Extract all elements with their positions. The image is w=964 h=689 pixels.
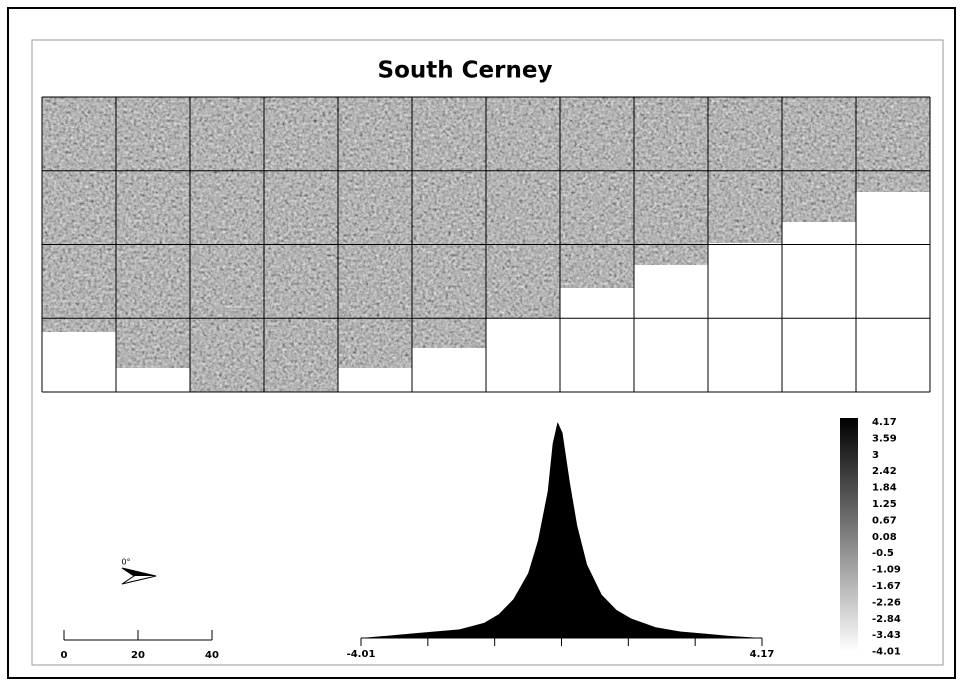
legend-label: 1.84 xyxy=(872,483,897,494)
legend-ramp xyxy=(840,418,858,652)
legend-label: 3.59 xyxy=(872,433,897,444)
legend-label: 3 xyxy=(872,450,879,461)
raster-texture xyxy=(708,97,783,243)
legend-label: 2.42 xyxy=(872,466,897,477)
scale-label: 20 xyxy=(131,650,145,661)
north-arrow-label: 0° xyxy=(121,558,130,567)
scale-bar xyxy=(64,630,212,640)
legend-label: -1.67 xyxy=(872,581,901,592)
raster-texture xyxy=(486,97,561,318)
raster-texture xyxy=(42,97,117,332)
scale-label: 40 xyxy=(205,650,219,661)
histogram-area xyxy=(361,422,762,638)
legend-label: 0.08 xyxy=(872,532,897,543)
legend-label: -0.5 xyxy=(872,548,894,559)
raster-texture xyxy=(634,97,709,265)
map-layout: South Cerney 0° 0 20 40 4.17 3.59 3 2.42 1.8… xyxy=(0,0,964,685)
map-title: South Cerney xyxy=(378,58,553,84)
raster-texture xyxy=(560,97,635,288)
raster-texture xyxy=(116,97,191,368)
legend-label: 4.17 xyxy=(872,417,897,428)
legend-label: -4.01 xyxy=(872,647,901,658)
north-arrow: 0° xyxy=(121,558,156,585)
legend-label: -2.84 xyxy=(872,614,901,625)
legend-label: -1.09 xyxy=(872,565,901,576)
legend-label: 0.67 xyxy=(872,515,897,526)
raster-texture xyxy=(412,97,487,348)
histogram: -4.01 4.17 xyxy=(347,422,775,660)
legend-label: -3.43 xyxy=(872,630,901,641)
legend: 4.17 3.59 3 2.42 1.84 1.25 0.67 0.08 -0.5 -1.09 -1… xyxy=(872,417,901,658)
raster-texture xyxy=(338,97,413,368)
raster-texture xyxy=(782,97,857,222)
raster-texture xyxy=(856,97,931,192)
x-tick-label: 4.17 xyxy=(750,649,775,660)
scale-label: 0 xyxy=(61,650,68,661)
legend-label: -2.26 xyxy=(872,597,901,608)
x-tick-label: -4.01 xyxy=(347,649,376,660)
legend-label: 1.25 xyxy=(872,499,897,510)
